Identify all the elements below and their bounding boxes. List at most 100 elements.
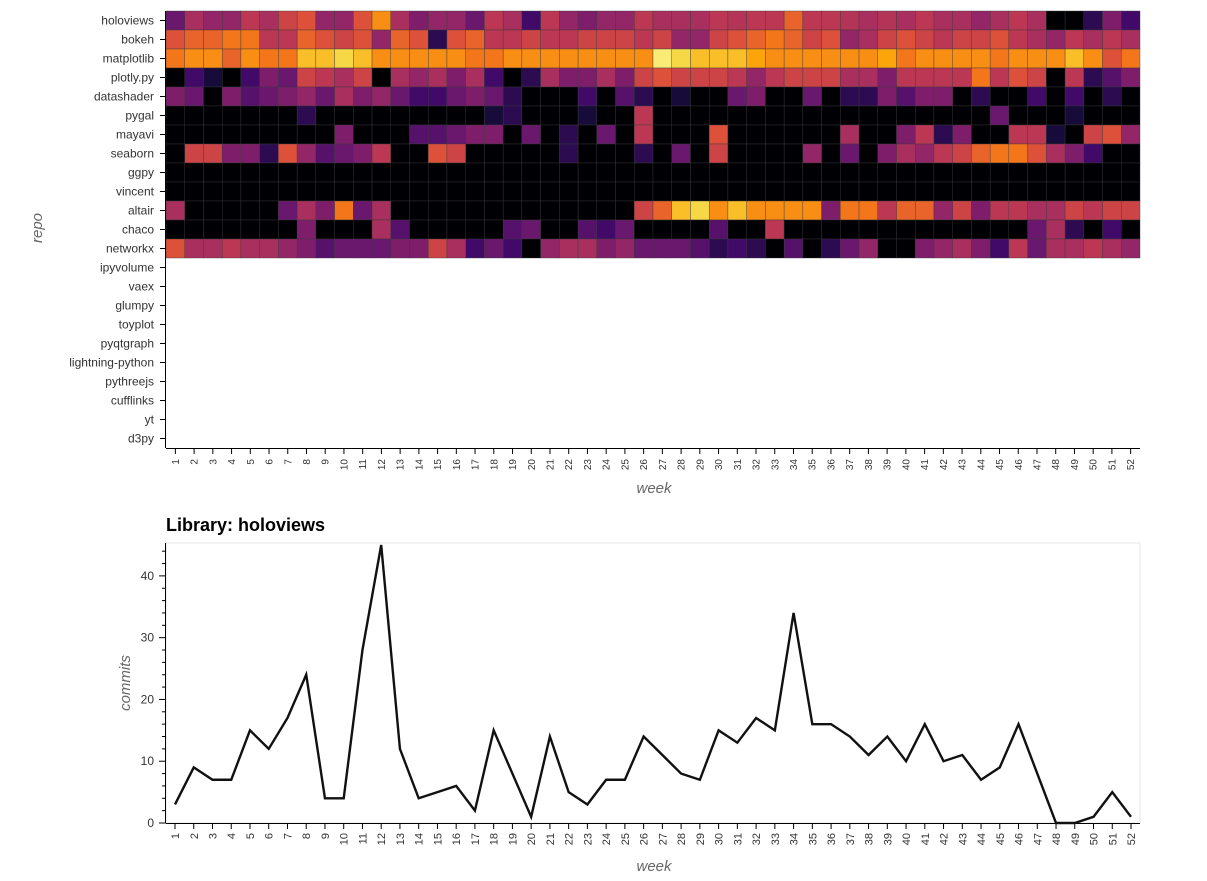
heatmap-cell bbox=[652, 162, 672, 183]
heatmap-cell bbox=[559, 86, 579, 107]
heatmap-cell bbox=[409, 238, 429, 259]
heatmap-cell bbox=[577, 143, 598, 164]
heatmap-cell bbox=[1027, 238, 1047, 259]
heatmap-cell bbox=[840, 86, 860, 107]
heatmap-cell bbox=[165, 162, 185, 183]
line-x-tick-label: 45 bbox=[995, 833, 1007, 845]
heatmap-cell bbox=[690, 181, 710, 202]
heatmap-cell bbox=[428, 105, 448, 126]
line-x-tick-label: 16 bbox=[451, 833, 463, 845]
line-x-tick-label: 36 bbox=[826, 833, 838, 845]
heatmap-cell bbox=[802, 67, 822, 88]
heatmap-x-tick-label: 19 bbox=[508, 459, 519, 471]
heatmap-cell bbox=[877, 86, 897, 107]
heatmap-cell bbox=[502, 105, 523, 126]
heatmap-cell bbox=[840, 124, 860, 145]
heatmap-cell bbox=[1008, 10, 1028, 31]
heatmap-cell bbox=[1027, 29, 1047, 50]
heatmap-cell bbox=[296, 238, 317, 259]
heatmap-cell bbox=[465, 162, 485, 183]
heatmap-cell bbox=[596, 105, 616, 126]
heatmap-y-tick-label: datashader bbox=[94, 90, 154, 104]
line-x-axis: 1 2 3 4 5 6 7 8 9 10 11 12 13 14 15 16 17 18 19 20 21 22 23 24 2… bbox=[166, 823, 1140, 845]
heatmap-cell bbox=[615, 48, 635, 69]
heatmap-cell bbox=[1102, 105, 1122, 126]
heatmap-cell bbox=[727, 29, 747, 50]
heatmap-cell bbox=[896, 48, 916, 69]
heatmap-cell bbox=[1046, 124, 1066, 145]
heatmap-cell bbox=[802, 219, 822, 240]
heatmap-cell bbox=[765, 200, 785, 221]
heatmap-cell bbox=[1008, 48, 1028, 69]
heatmap-cell bbox=[802, 181, 822, 202]
line-x-tick-label: 18 bbox=[489, 833, 501, 845]
heatmap-cell bbox=[821, 67, 841, 88]
heatmap-cell bbox=[952, 124, 972, 145]
line-x-tick-label: 25 bbox=[620, 833, 632, 845]
heatmap-x-tick-label: 11 bbox=[358, 459, 369, 470]
heatmap-cell bbox=[858, 124, 878, 145]
heatmap-cell bbox=[708, 143, 729, 164]
heatmap-cell bbox=[296, 67, 317, 88]
heatmap-y-tick-label: altair bbox=[128, 204, 154, 218]
heatmap-cell bbox=[203, 200, 223, 221]
heatmap-cell bbox=[484, 29, 504, 50]
heatmap-cell bbox=[409, 143, 429, 164]
heatmap-cell bbox=[203, 124, 223, 145]
heatmap-cell bbox=[765, 10, 785, 31]
heatmap-cell bbox=[428, 29, 448, 50]
heatmap-cell bbox=[521, 10, 541, 31]
heatmap-cell bbox=[952, 238, 972, 259]
heatmap-cell bbox=[184, 238, 204, 259]
heatmap-cell bbox=[727, 10, 747, 31]
heatmap-cell bbox=[971, 67, 991, 88]
heatmap-cell bbox=[465, 67, 485, 88]
heatmap-cell bbox=[577, 67, 598, 88]
heatmap-cell bbox=[727, 238, 747, 259]
heatmap-cell bbox=[596, 86, 616, 107]
heatmap-cell bbox=[952, 181, 972, 202]
heatmap-cell bbox=[465, 29, 485, 50]
heatmap-cell bbox=[915, 105, 935, 126]
heatmap-x-tick-label: 6 bbox=[265, 459, 276, 465]
heatmap-cell bbox=[1121, 10, 1141, 31]
heatmap-cell bbox=[821, 238, 841, 259]
heatmap-cell bbox=[521, 219, 541, 240]
heatmap-cell bbox=[353, 162, 373, 183]
heatmap-cell bbox=[278, 200, 298, 221]
heatmap-cell bbox=[652, 238, 672, 259]
heatmap-cell bbox=[989, 124, 1010, 145]
line-x-tick-label: 42 bbox=[939, 833, 951, 845]
heatmap-cell bbox=[615, 105, 635, 126]
heatmap-x-tick-label: 27 bbox=[658, 459, 669, 471]
heatmap-cell bbox=[727, 105, 747, 126]
heatmap-cell bbox=[1121, 29, 1141, 50]
heatmap-cell bbox=[278, 105, 298, 126]
heatmap-cell bbox=[240, 105, 260, 126]
heatmap-cell bbox=[409, 162, 429, 183]
heatmap-cell bbox=[409, 29, 429, 50]
heatmap-cell bbox=[821, 29, 841, 50]
heatmap-y-tick-label: networkx bbox=[106, 242, 154, 256]
heatmap-cell bbox=[465, 86, 485, 107]
heatmap-cell bbox=[933, 86, 953, 107]
heatmap-cell bbox=[671, 29, 691, 50]
heatmap-cell bbox=[484, 124, 504, 145]
heatmap-cell bbox=[634, 162, 654, 183]
heatmap-cell bbox=[446, 238, 466, 259]
line-x-tick-label: 21 bbox=[545, 833, 557, 845]
heatmap-cell bbox=[933, 48, 953, 69]
heatmap-cell bbox=[765, 48, 785, 69]
heatmap-cell bbox=[353, 29, 373, 50]
heatmap-cell bbox=[371, 162, 391, 183]
heatmap-cell bbox=[821, 219, 841, 240]
heatmap-cell bbox=[783, 67, 804, 88]
heatmap-cell bbox=[765, 105, 785, 126]
heatmap-cell bbox=[1046, 219, 1066, 240]
heatmap-cell bbox=[1121, 219, 1141, 240]
line-x-tick-label: 40 bbox=[901, 833, 913, 845]
line-x-tick-label: 41 bbox=[920, 833, 932, 845]
heatmap-cell bbox=[634, 143, 654, 164]
heatmap-cell bbox=[1083, 181, 1103, 202]
heatmap-cell bbox=[334, 48, 354, 69]
